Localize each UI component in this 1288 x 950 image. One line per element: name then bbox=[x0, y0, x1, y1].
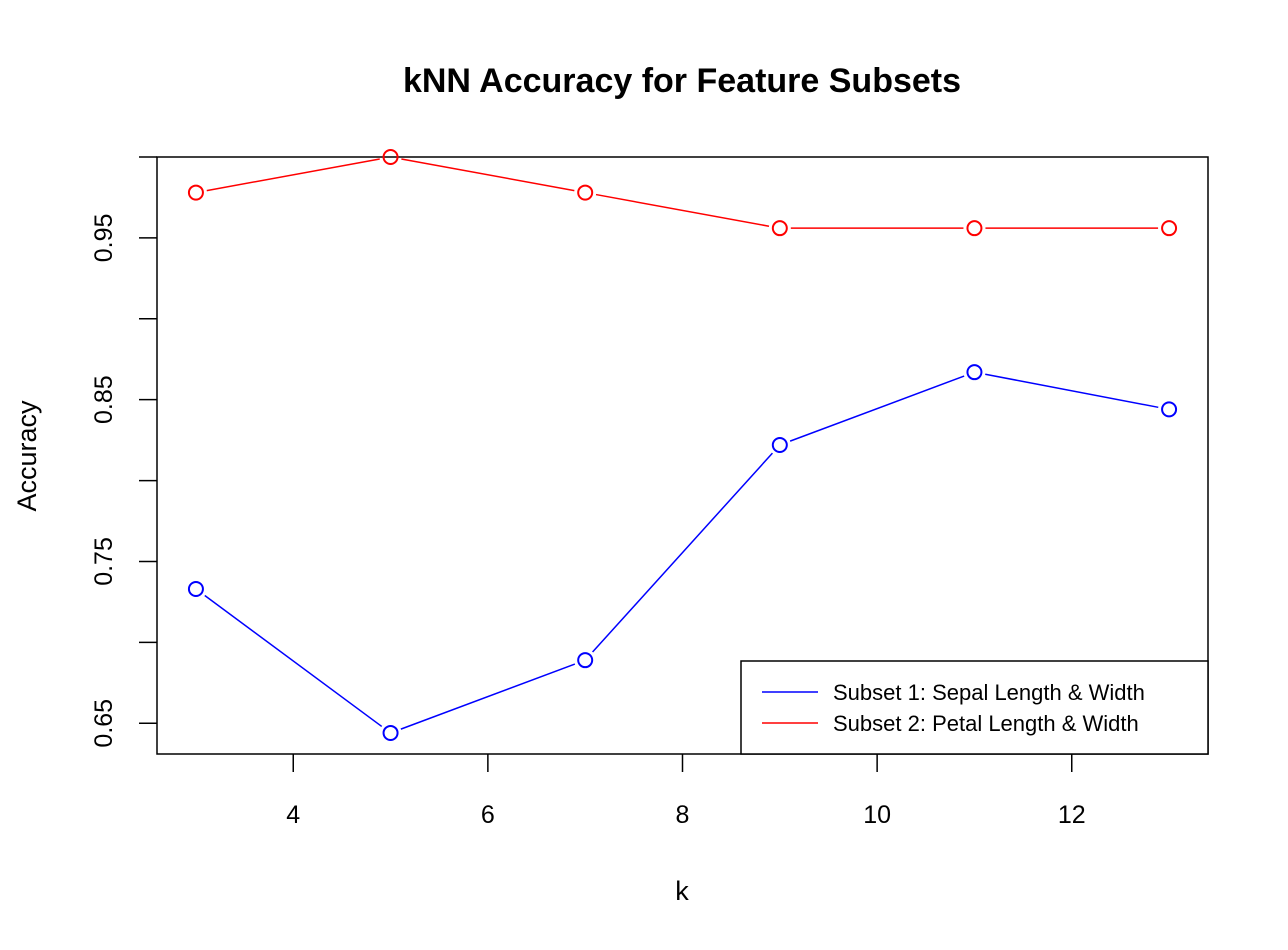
x-tick-label: 12 bbox=[1058, 801, 1086, 829]
series-layer bbox=[187, 149, 1178, 741]
y-axis-label: Accuracy bbox=[12, 400, 42, 512]
data-point bbox=[187, 184, 204, 201]
legend-box bbox=[740, 660, 1209, 755]
chart-title: kNN Accuracy for Feature Subsets bbox=[403, 62, 961, 100]
legend-label-subset-1: Subset 1: Sepal Length & Width bbox=[833, 680, 1145, 705]
series-segment bbox=[789, 375, 965, 442]
data-point bbox=[577, 652, 594, 669]
y-tick-label: 0.65 bbox=[90, 699, 118, 748]
series-segment bbox=[401, 158, 575, 192]
data-point bbox=[382, 149, 399, 165]
x-tick-label: 6 bbox=[481, 801, 495, 829]
y-axis: 0.65 0.75 0.85 0.95 bbox=[90, 156, 157, 748]
x-axis: 4 6 8 10 12 bbox=[286, 754, 1086, 829]
series-segment bbox=[206, 158, 380, 192]
y-tick-label: 0.95 bbox=[90, 214, 118, 263]
x-tick-label: 10 bbox=[863, 801, 891, 829]
series-subset-2 bbox=[187, 149, 1178, 237]
series-segment bbox=[985, 373, 1159, 409]
y-tick-label: 0.75 bbox=[90, 537, 118, 586]
series-segment bbox=[592, 452, 773, 653]
data-point bbox=[966, 220, 983, 237]
data-point bbox=[577, 184, 594, 201]
series-segment bbox=[595, 193, 770, 227]
legend-label-subset-2: Subset 2: Petal Length & Width bbox=[833, 711, 1139, 736]
series-subset-1 bbox=[187, 364, 1178, 741]
legend: Subset 1: Sepal Length & Width Subset 2:… bbox=[740, 660, 1209, 755]
data-point bbox=[1161, 220, 1178, 237]
x-tick-label: 4 bbox=[286, 801, 300, 829]
x-tick-label: 8 bbox=[676, 801, 690, 829]
series-segment bbox=[204, 594, 383, 728]
x-axis-label: k bbox=[675, 876, 689, 906]
data-point bbox=[966, 364, 983, 381]
data-point bbox=[187, 580, 204, 597]
data-point bbox=[382, 724, 399, 741]
y-tick-label: 0.85 bbox=[90, 375, 118, 424]
data-point bbox=[771, 220, 788, 237]
series-segment bbox=[400, 663, 576, 730]
data-point bbox=[1161, 401, 1178, 418]
data-point bbox=[771, 436, 788, 453]
